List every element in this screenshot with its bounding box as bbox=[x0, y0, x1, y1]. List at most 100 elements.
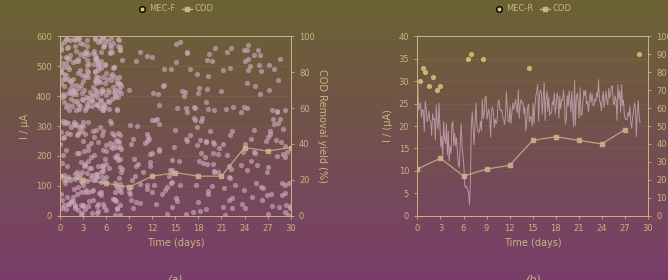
Point bbox=[81, 43, 92, 48]
Point bbox=[192, 91, 203, 95]
Point bbox=[86, 166, 96, 170]
Point bbox=[65, 87, 75, 92]
Point bbox=[124, 88, 135, 92]
Point bbox=[112, 79, 122, 83]
Point bbox=[112, 108, 123, 113]
Point bbox=[109, 65, 120, 69]
Point bbox=[246, 194, 257, 199]
Point bbox=[167, 204, 178, 209]
Point bbox=[78, 54, 89, 59]
Point bbox=[414, 79, 425, 83]
Point bbox=[265, 132, 276, 136]
Point bbox=[132, 162, 143, 166]
Point bbox=[92, 211, 102, 215]
Point bbox=[71, 175, 82, 180]
Point bbox=[126, 185, 136, 189]
Point bbox=[101, 175, 112, 180]
Point bbox=[274, 205, 285, 210]
Point bbox=[158, 84, 168, 88]
Point bbox=[56, 81, 67, 85]
Point bbox=[70, 108, 81, 112]
Point bbox=[272, 109, 283, 114]
Point bbox=[285, 204, 296, 209]
Point bbox=[264, 63, 275, 67]
Point bbox=[94, 79, 105, 84]
Point bbox=[96, 98, 106, 102]
Point bbox=[87, 98, 98, 102]
Text: (b): (b) bbox=[525, 275, 540, 280]
Point bbox=[154, 121, 164, 126]
Point bbox=[195, 137, 206, 142]
Point bbox=[114, 139, 124, 144]
Point bbox=[154, 149, 164, 154]
Point bbox=[67, 195, 78, 200]
Point bbox=[60, 207, 71, 212]
Point bbox=[142, 134, 153, 139]
Point bbox=[98, 45, 108, 49]
Point bbox=[113, 90, 124, 94]
Point bbox=[142, 187, 152, 191]
Point bbox=[59, 65, 69, 69]
Point bbox=[200, 207, 211, 211]
Point bbox=[59, 72, 69, 77]
Point bbox=[285, 205, 295, 210]
Point bbox=[67, 90, 77, 94]
Point bbox=[62, 55, 73, 60]
Point bbox=[150, 117, 160, 122]
Point bbox=[169, 144, 180, 149]
Point bbox=[59, 93, 70, 98]
Point bbox=[98, 88, 108, 93]
Point bbox=[91, 58, 102, 62]
Point bbox=[194, 209, 205, 213]
Point bbox=[73, 207, 84, 212]
Point bbox=[70, 89, 81, 94]
Point bbox=[69, 122, 79, 126]
Point bbox=[192, 125, 202, 129]
Point bbox=[94, 106, 105, 110]
Point bbox=[88, 93, 98, 97]
Point bbox=[160, 188, 171, 192]
Point bbox=[241, 48, 252, 52]
Point bbox=[93, 209, 104, 213]
Point bbox=[182, 50, 192, 55]
X-axis label: Time (days): Time (days) bbox=[504, 239, 562, 248]
Point bbox=[239, 59, 250, 63]
Point bbox=[64, 202, 75, 207]
Point bbox=[79, 164, 90, 168]
Point bbox=[67, 88, 78, 92]
Point bbox=[154, 146, 164, 151]
Point bbox=[128, 137, 138, 141]
Point bbox=[100, 62, 110, 66]
Point bbox=[200, 155, 210, 160]
Point bbox=[86, 94, 96, 99]
Point bbox=[63, 67, 74, 71]
Point bbox=[126, 198, 136, 202]
Point bbox=[115, 48, 126, 52]
Point bbox=[87, 104, 98, 109]
Point bbox=[97, 202, 108, 207]
Point bbox=[277, 180, 287, 185]
Point bbox=[107, 50, 118, 54]
Point bbox=[92, 67, 103, 72]
Point bbox=[77, 119, 88, 124]
Point bbox=[96, 50, 107, 55]
Point bbox=[125, 192, 136, 196]
Point bbox=[61, 37, 71, 41]
Point bbox=[81, 63, 92, 67]
Point bbox=[110, 87, 121, 92]
Point bbox=[238, 105, 249, 109]
Point bbox=[113, 37, 124, 41]
Point bbox=[92, 172, 102, 177]
Point bbox=[267, 108, 277, 113]
Point bbox=[63, 108, 74, 112]
Point bbox=[244, 64, 255, 69]
Point bbox=[102, 77, 112, 82]
Point bbox=[175, 183, 186, 188]
Point bbox=[73, 130, 84, 134]
Point bbox=[202, 74, 213, 78]
Point bbox=[255, 92, 266, 96]
Point bbox=[220, 213, 230, 218]
Point bbox=[210, 46, 220, 51]
Point bbox=[150, 202, 161, 206]
Point bbox=[104, 165, 114, 170]
